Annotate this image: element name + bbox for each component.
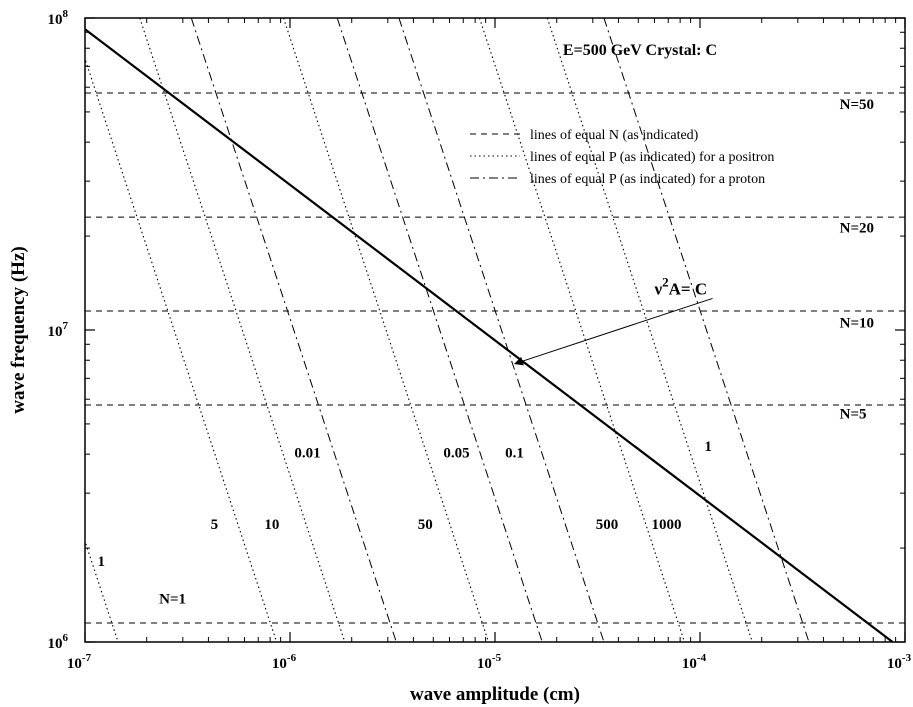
n-line-label: N=5 bbox=[840, 407, 867, 423]
proton-p-label: 0.01 bbox=[294, 446, 320, 462]
x-tick-label: 10-5 bbox=[477, 652, 502, 672]
positron-p-label: 50 bbox=[418, 517, 433, 533]
chart-title: E=500 GeV Crystal: C bbox=[563, 42, 717, 59]
positron-p-line bbox=[478, 18, 686, 642]
x-tick-label: 10-4 bbox=[682, 652, 707, 672]
n-line-label: N=1 bbox=[159, 591, 186, 607]
n-line-label: N=20 bbox=[840, 221, 874, 237]
proton-p-label: 1 bbox=[704, 439, 712, 455]
x-tick-label: 10-7 bbox=[67, 652, 92, 672]
n-line-label: N=10 bbox=[840, 315, 874, 331]
critical-line-label: ν2A= C bbox=[654, 274, 708, 298]
positron-p-label: 500 bbox=[596, 517, 619, 533]
series-layer bbox=[85, 18, 905, 642]
positron-p-line bbox=[546, 18, 753, 642]
proton-p-label: 0.05 bbox=[443, 446, 469, 462]
positron-p-line bbox=[85, 57, 278, 642]
positron-p-label: 1000 bbox=[652, 517, 682, 533]
x-axis-label: wave amplitude (cm) bbox=[410, 684, 580, 705]
y-tick-label: 106 bbox=[48, 632, 69, 652]
critical-line bbox=[85, 28, 894, 642]
y-axis-label: wave frequency (Hz) bbox=[8, 246, 29, 413]
legend: lines of equal N (as indicated) lines of … bbox=[470, 128, 774, 187]
proton-p-line bbox=[336, 18, 543, 642]
y-tick-label: 108 bbox=[48, 8, 69, 28]
proton-p-line bbox=[190, 18, 397, 642]
legend-entry: lines of equal N (as indicated) bbox=[530, 128, 699, 143]
legend-entry: lines of equal P (as indicated) for a po… bbox=[530, 150, 774, 165]
y-tick-label: 107 bbox=[48, 320, 69, 340]
proton-p-line bbox=[603, 18, 810, 642]
n-line-label: N=50 bbox=[840, 97, 874, 113]
proton-p-label: 0.1 bbox=[505, 446, 524, 462]
x-tick-label: 10-3 bbox=[887, 652, 912, 672]
positron-p-line bbox=[283, 18, 490, 642]
legend-entry: lines of equal P (as indicated) for a pr… bbox=[530, 172, 765, 187]
plot-frame bbox=[84, 17, 906, 643]
label-layer: N=1 N=5 N=10 N=20 N=50 1 5 10 50 500 1000 0.01 0.05 0… bbox=[97, 97, 874, 607]
tick-layer: 10-7 10-6 10-5 10-4 10-3 106 107 108 bbox=[48, 8, 912, 672]
positron-p-line bbox=[139, 18, 346, 642]
positron-p-label: 10 bbox=[264, 517, 279, 533]
positron-p-label: 5 bbox=[211, 517, 219, 533]
critical-line-arrow bbox=[514, 297, 713, 366]
positron-p-label: 1 bbox=[97, 554, 105, 570]
x-tick-label: 10-6 bbox=[272, 652, 297, 672]
proton-p-line bbox=[398, 18, 605, 642]
